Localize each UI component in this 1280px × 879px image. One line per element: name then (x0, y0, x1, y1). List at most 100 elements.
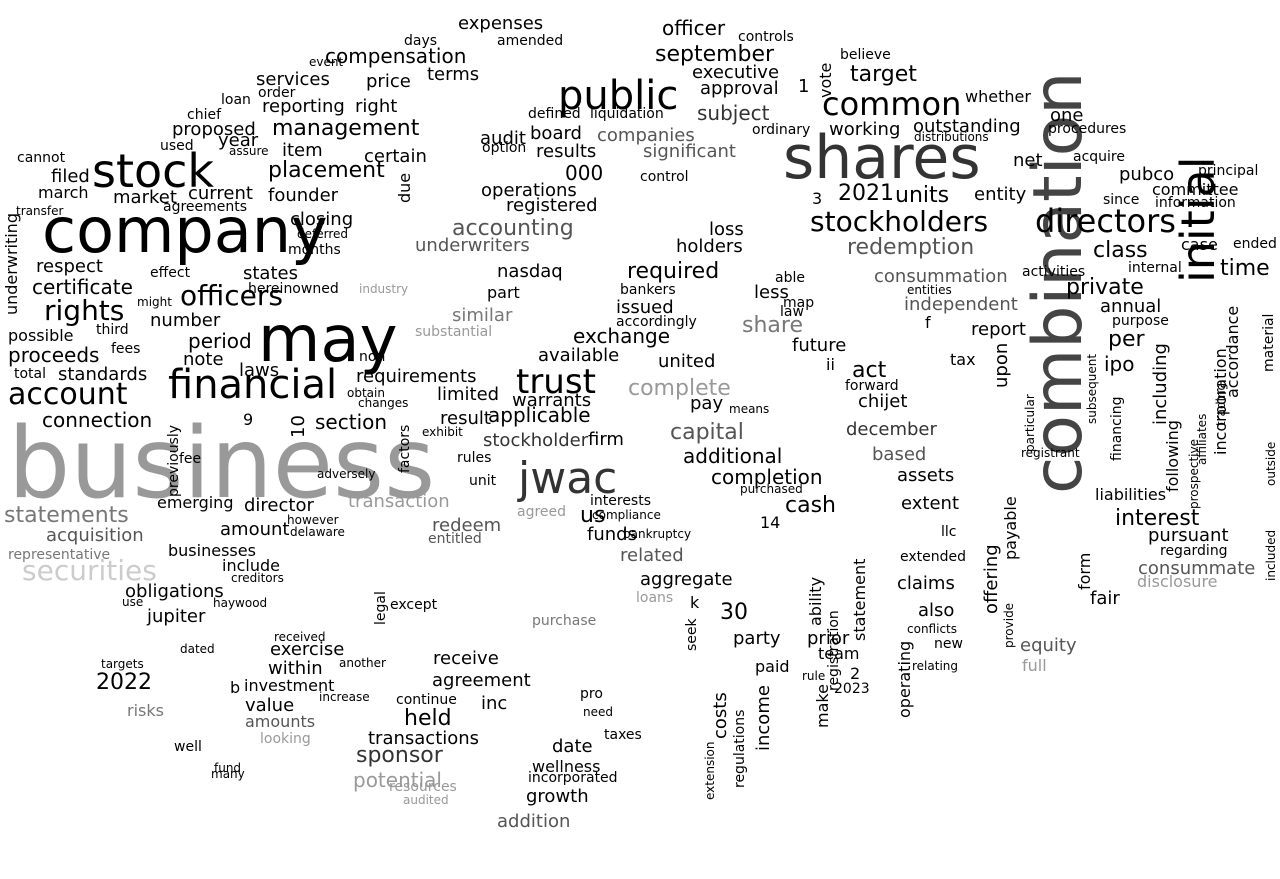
word-underwriting: underwriting (2, 213, 21, 316)
word-right: right (355, 96, 398, 117)
word-days: days (404, 33, 438, 49)
word-continue: continue (396, 692, 457, 708)
word-registration: registration (826, 610, 842, 691)
word-subject: subject (697, 101, 770, 125)
word-audited: audited (403, 793, 449, 807)
word-risks: risks (127, 701, 164, 720)
word-provide: provide (1002, 603, 1016, 649)
word-law: law (780, 304, 804, 320)
word-fund: fund (214, 761, 242, 775)
word-2022: 2022 (96, 670, 152, 695)
word-terms: terms (427, 64, 480, 85)
word-exercise: exercise (270, 639, 345, 660)
word-industry: industry (359, 282, 409, 296)
word-emerging: emerging (157, 493, 234, 512)
word-months: months (288, 242, 341, 258)
word-loan: loan (221, 92, 251, 108)
word-b: b (230, 678, 241, 697)
word-2021: 2021 (838, 181, 894, 206)
word-states: states (243, 263, 298, 284)
word-map: map (783, 295, 815, 311)
word-financial: financial (168, 362, 338, 408)
word-also: also (918, 600, 955, 621)
word-creditors: creditors (231, 571, 284, 585)
word-jupiter: jupiter (147, 606, 206, 627)
word-price: price (366, 71, 411, 92)
word-proceeds: proceeds (8, 343, 100, 367)
word-included: included (1264, 529, 1278, 581)
word-able: able (775, 270, 805, 286)
word-net: net (1013, 150, 1043, 171)
word-aggregate: aggregate (640, 569, 733, 590)
word-factors: factors (397, 424, 413, 473)
word-adversely: adversely (317, 467, 376, 481)
word-used: used (160, 138, 194, 154)
word-date: date (552, 736, 593, 757)
word-rights: rights (44, 294, 125, 327)
word-directors: directors (1035, 202, 1176, 240)
word-f: f (925, 313, 931, 332)
word-future: future (792, 335, 847, 356)
word-issued: issued (616, 297, 674, 318)
word-companies: companies (597, 125, 695, 146)
word-haywood: haywood (213, 596, 268, 610)
word-obtain: obtain (347, 386, 385, 400)
word-relating: relating (912, 659, 959, 673)
word-obligations: obligations (125, 581, 224, 602)
word-act: act (852, 358, 887, 383)
word-prior: prior (807, 628, 850, 649)
word-officer: officer (662, 16, 726, 40)
word-regulations: regulations (732, 709, 748, 789)
word-taxes: taxes (604, 727, 642, 743)
word-addition: addition (497, 811, 571, 832)
word-director: director (244, 495, 314, 516)
word-internal: internal (1128, 260, 1182, 276)
word-activities: activities (1022, 264, 1086, 280)
word-party: party (733, 628, 781, 649)
word-effect: effect (150, 265, 191, 281)
word-capital: capital (670, 420, 744, 445)
word-company: company (42, 194, 328, 267)
word-material: material (1261, 313, 1277, 373)
word-3: 3 (812, 189, 823, 208)
word-statement: statement (850, 559, 869, 642)
word-amount: amount (220, 519, 290, 540)
word-certificate: certificate (32, 275, 133, 299)
word-year: year (218, 130, 259, 151)
word-class: class (1093, 238, 1148, 263)
word-potential: potential (353, 768, 442, 792)
word-services: services (256, 69, 330, 90)
word-changes: changes (358, 396, 409, 410)
word-respect: respect (36, 256, 103, 277)
word-upon: upon (991, 342, 1012, 389)
word-legal: legal (373, 591, 389, 625)
word-executive: executive (692, 62, 780, 83)
word-cash: cash (785, 493, 836, 518)
word-compensation: compensation (325, 44, 467, 68)
word-current: current (188, 183, 253, 204)
word-limited: limited (437, 384, 500, 405)
word-rules: rules (457, 450, 492, 466)
word-conflicts: conflicts (907, 622, 957, 636)
word-registered: registered (506, 195, 598, 216)
word-representative: representative (8, 547, 111, 563)
word-new: new (934, 636, 963, 652)
word-requirements: requirements (356, 366, 477, 387)
word-include: include (222, 556, 280, 575)
word-september: september (655, 42, 775, 67)
word-growth: growth (526, 786, 589, 807)
word-forward: forward (845, 378, 899, 394)
word-000: 000 (565, 161, 604, 185)
word-however: however (287, 513, 339, 527)
word-management: management (272, 116, 420, 141)
word-means: means (729, 402, 770, 416)
word-accordingly: accordingly (616, 314, 697, 330)
word-business: business (8, 407, 436, 521)
word-possible: possible (8, 326, 74, 345)
word-market: market (113, 187, 177, 208)
word-30: 30 (720, 600, 748, 625)
word-warrants: warrants (512, 390, 592, 411)
word-connection: connection (42, 408, 153, 432)
word-bankruptcy: bankruptcy (623, 527, 692, 541)
word-entities: entities (907, 283, 952, 297)
